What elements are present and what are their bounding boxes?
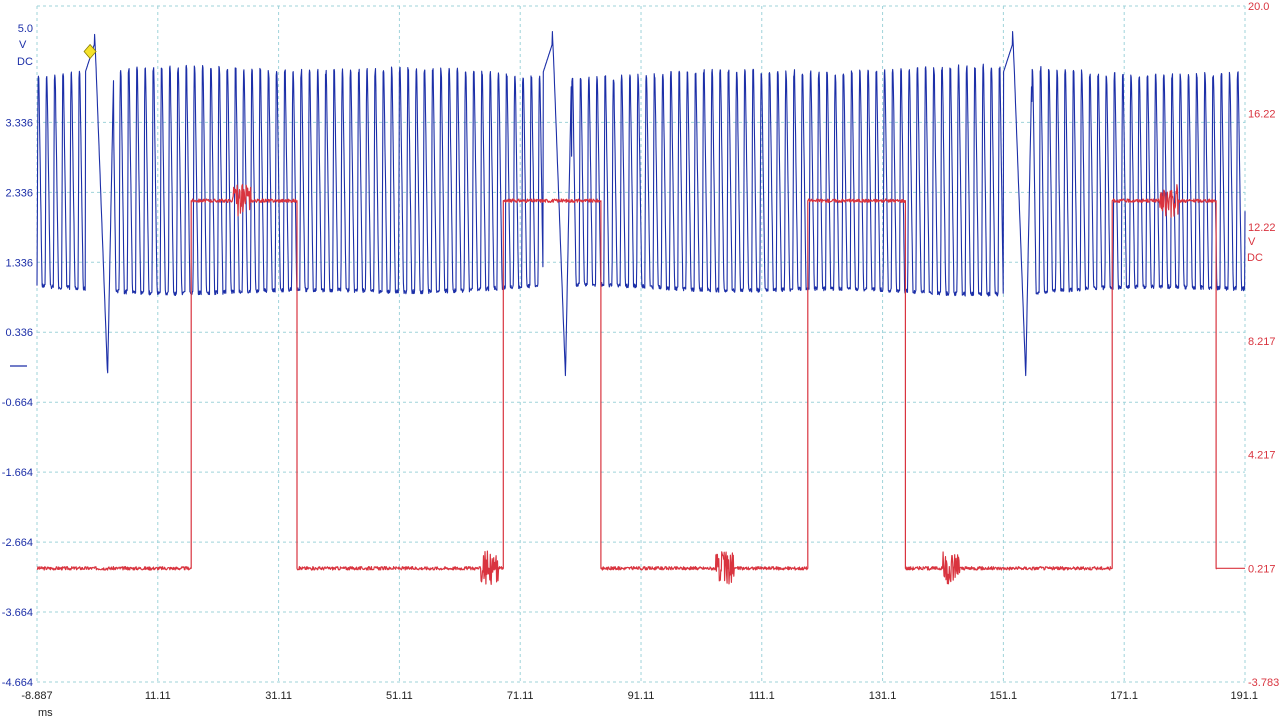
x-tick-label: -8.887 [21,690,52,702]
x-tick-label: 171.1 [1110,690,1138,702]
left-tick-label: -1.664 [2,467,33,479]
x-tick-label: 31.11 [265,690,292,702]
x-tick-label: 71.11 [507,690,534,702]
left-tick-label: -0.664 [2,397,33,409]
right-tick-label: 20.0 [1248,1,1269,13]
x-tick-label: 51.11 [386,690,413,702]
traces [36,31,1246,586]
right-axis-unit-v: V [1248,236,1256,248]
left-tick-label: 5.0 [18,23,33,35]
right-tick-label: 4.217 [1248,450,1276,462]
left-tick-label: 1.336 [5,257,33,269]
right-axis-ticks: 20.0 16.22 12.22 8.217 4.217 0.217 -3.783 [1248,1,1279,689]
right-tick-label: 16.22 [1248,108,1276,120]
right-tick-label: 8.217 [1248,336,1276,348]
blue-trace [36,31,1246,377]
x-tick-label: 91.11 [628,690,655,702]
right-axis-unit-dc: DC [1247,252,1263,264]
x-tick-label: 191.1 [1230,690,1258,702]
trigger-marker-icon[interactable] [83,43,97,60]
left-tick-label: -4.664 [2,677,33,689]
left-tick-label: 3.336 [5,117,33,129]
left-tick-label: 2.336 [5,187,33,199]
x-tick-label: 151.1 [990,690,1018,702]
right-tick-label: 0.217 [1248,563,1276,575]
left-axis-unit-dc: DC [17,56,33,68]
red-trace [36,184,1218,586]
left-tick-label: 0.336 [5,327,33,339]
right-tick-label: 12.22 [1248,222,1276,234]
x-tick-label: 131.1 [869,690,897,702]
left-axis-ticks: 5.0 3.336 2.336 1.336 0.336 -0.664 -1.664 -2.66… [2,23,33,689]
left-tick-label: -3.664 [2,607,33,619]
left-tick-label: -2.664 [2,537,33,549]
x-tick-label: 111.1 [749,690,775,702]
x-axis-unit-label: ms [38,707,53,719]
left-axis-unit-v: V [19,39,27,51]
grid [36,5,1246,683]
x-tick-label: 11.11 [145,690,171,702]
x-axis-ticks: -8.887 11.11 31.11 51.11 71.11 91.11 111.1 131.… [21,690,1258,702]
right-tick-label: -3.783 [1248,677,1279,689]
